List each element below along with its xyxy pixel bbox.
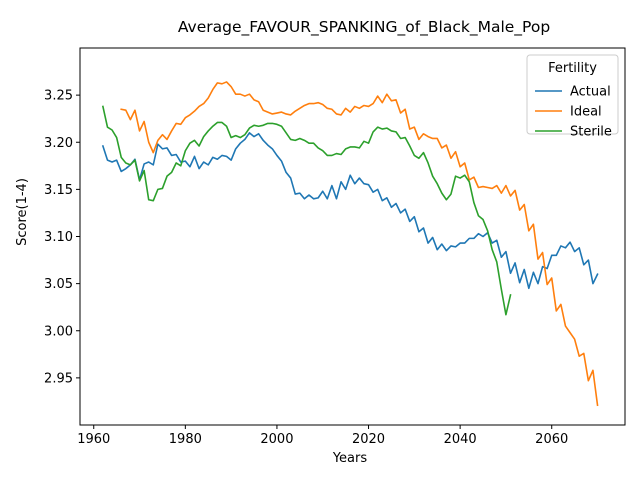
y-tick-label: 3.25: [44, 89, 73, 104]
y-axis-label: Score(1-4): [15, 178, 30, 246]
legend-title: Fertility: [548, 61, 597, 76]
legend-box: [526, 54, 619, 135]
legend-label-actual: Actual: [570, 85, 611, 100]
y-tick-label: 3.10: [44, 230, 73, 245]
y-tick-label: 3.15: [44, 183, 73, 198]
legend-label-sterile: Sterile: [570, 125, 612, 140]
series-layer: [101, 81, 599, 407]
x-tick-label: 2020: [352, 432, 385, 447]
x-tick-label: 2000: [260, 432, 293, 447]
y-tick-label: 3.05: [44, 277, 73, 292]
x-tick-label: 2040: [444, 432, 477, 447]
x-tick-label: 1960: [77, 432, 110, 447]
x-tick-label: 2060: [535, 432, 568, 447]
y-tick-label: 3.20: [44, 136, 73, 151]
y-tick-label: 2.95: [44, 371, 73, 386]
x-tick-label: 1980: [169, 432, 202, 447]
y-tick-label: 3.00: [44, 324, 73, 339]
series-line-sterile: [101, 105, 512, 316]
plot-area: 1960 1980 2000 2020 2040 2060 2.95 3.00 3.05 3.1…: [44, 47, 626, 447]
series-line-ideal: [120, 81, 599, 407]
series-line-actual: [101, 132, 599, 290]
y-axis: 2.95 3.00 3.05 3.10 3.15 3.20 3.25: [44, 89, 80, 386]
x-axis: 1960 1980 2000 2020 2040 2060: [77, 425, 568, 447]
x-axis-label: Years: [332, 451, 368, 466]
chart-title: Average_FAVOUR_SPANKING_of_Black_Male_Po…: [178, 18, 550, 37]
legend: Fertility Actual Ideal Sterile: [526, 54, 619, 140]
legend-label-ideal: Ideal: [570, 105, 602, 120]
